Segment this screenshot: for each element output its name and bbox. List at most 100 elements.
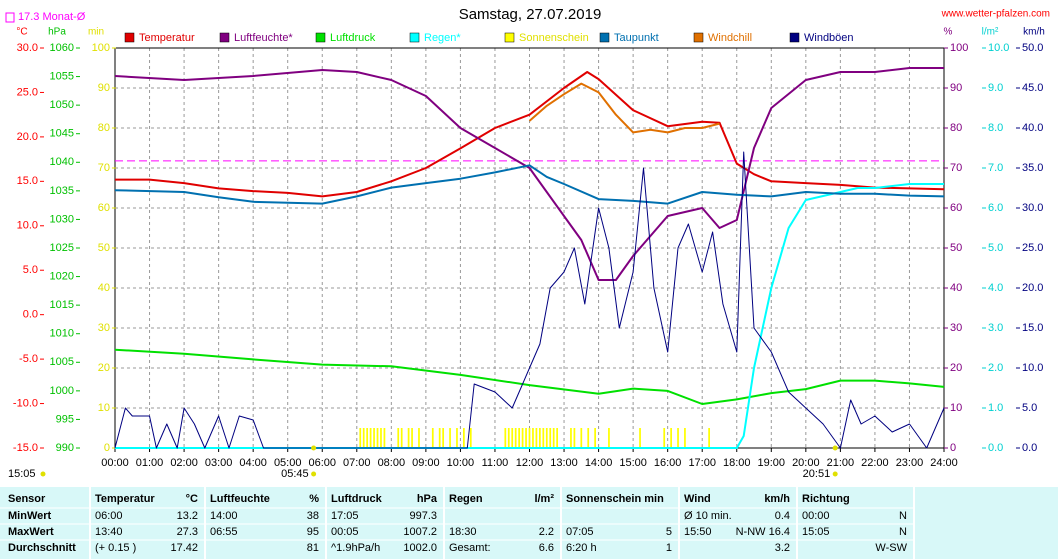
y-tick-label: 1050 [50,99,74,111]
sunshine-bar [525,428,527,448]
x-tick-label: 24:00 [930,457,958,469]
y-tick-label: 5.0 [988,242,1003,254]
x-tick-label: 18:00 [723,457,751,469]
sunshine-bar [594,428,596,448]
sunshine-bar [514,428,517,448]
x-tick-label: 13:00 [550,457,578,469]
table-cell: 00:05 [331,526,359,538]
y-tick-label: 30 [98,322,110,334]
y-tick-label: 8.0 [988,122,1003,134]
x-tick-label: 09:00 [412,457,440,469]
y-tick-label: 6.0 [988,202,1003,214]
table-cell: 997.3 [409,510,437,522]
legend-swatch [693,32,704,43]
y-tick-label: 1000 [50,385,74,397]
y-tick-label: 1005 [50,356,74,368]
x-tick-label: 20:00 [792,457,820,469]
y-tick-label: -5.0 [19,353,38,365]
sunshine-bar [366,428,369,448]
y-tick-label: 0.0 [23,309,38,321]
table-cell: 6:20 h [566,542,597,554]
series-line [114,151,945,449]
sunshine-bar [542,428,545,448]
table-cell: 13.2 [177,510,198,522]
series-line [115,71,945,198]
y-tick-label: 1055 [50,70,74,82]
sunshine-bar [708,428,710,448]
sunshine-bar [362,428,365,448]
x-tick-label: 21:00 [827,457,855,469]
table-header-unit: km/h [764,493,790,505]
y-tick-label: 20 [950,362,962,374]
sunshine-bar [677,428,679,448]
sunrise-label: 05:45 [281,468,309,480]
sunset-marker [832,445,838,451]
y-tick-label: 10.0 [1022,362,1043,374]
y-tick-label: 50 [98,242,110,254]
sunshine-bar [684,428,686,448]
axis-unit: l/m² [982,27,999,38]
table-header-unit: hPa [417,493,438,505]
x-tick-label: 14:00 [585,457,613,469]
axis-unit: % [944,27,953,38]
table-cell: N-NW 16.4 [736,526,790,538]
table-background [0,487,1058,559]
axis-unit: min [88,27,104,38]
plot: 00:00 01:00 02:00 03:00 04:00 05:00 06:00 07:00… [13,27,1045,480]
y-tick-label: 40 [98,282,110,294]
sunshine-bar [383,428,386,448]
sunshine-bar [608,428,610,448]
y-tick-label: 5.0 [1022,402,1037,414]
table-cell: 14:00 [210,510,238,522]
y-tick-label: 1040 [50,156,74,168]
table-header: Sensor [8,493,46,505]
y-tick-label: 40 [950,282,962,294]
sunshine-bar [573,428,576,448]
source: www.wetter-pfalzen.com [941,9,1050,20]
y-tick-label: 10 [950,402,962,414]
sunshine-bar [463,428,465,448]
y-tick-label: 15.0 [17,175,38,187]
table-cell: 95 [307,526,319,538]
sunshine-bar [456,428,458,448]
y-tick-label: 1015 [50,299,74,311]
footer-time: 15:05 [8,468,36,480]
table-cell: 18:30 [449,526,477,538]
y-tick-label: 0 [950,442,956,454]
x-tick-label: 22:00 [861,457,889,469]
axis-unit: km/h [1023,27,1045,38]
table-cell: Ø 10 min. [684,510,732,522]
y-tick-label: 80 [98,122,110,134]
series-line [115,183,944,449]
sunshine-bar [442,428,445,448]
x-tick-label: 02:00 [170,457,198,469]
sun-icon [40,471,46,477]
x-tick-label: 16:00 [654,457,682,469]
table-header-unit: °C [186,493,198,505]
y-tick-label: 45.0 [1022,82,1043,94]
x-tick-label: 06:00 [308,457,336,469]
sunshine-bar [469,428,472,448]
y-tick-label: 90 [98,82,110,94]
table-cell: N [899,510,907,522]
table-cell: 6.6 [539,542,554,554]
series-line [114,348,945,405]
table-cell: 5 [666,526,672,538]
month-average-icon [5,12,15,23]
y-tick-label: 90 [950,82,962,94]
y-tick-label: 20.0 [1022,282,1043,294]
legend-label: Windchill [708,32,752,44]
table-cell: 0.4 [775,510,790,522]
table-header: Luftdruck [331,493,383,505]
sunshine-bar [400,428,403,448]
legend-swatch [599,32,610,43]
x-tick-label: 01:00 [136,457,164,469]
y-tick-label: 60 [950,202,962,214]
y-tick-label: 2.0 [988,362,1003,374]
x-tick-label: 19:00 [758,457,786,469]
x-tick-label: 00:00 [101,457,129,469]
legend-swatch [409,32,420,43]
x-tick-label: 08:00 [378,457,406,469]
y-tick-label: 50 [950,242,962,254]
sunshine-bar [380,428,382,448]
